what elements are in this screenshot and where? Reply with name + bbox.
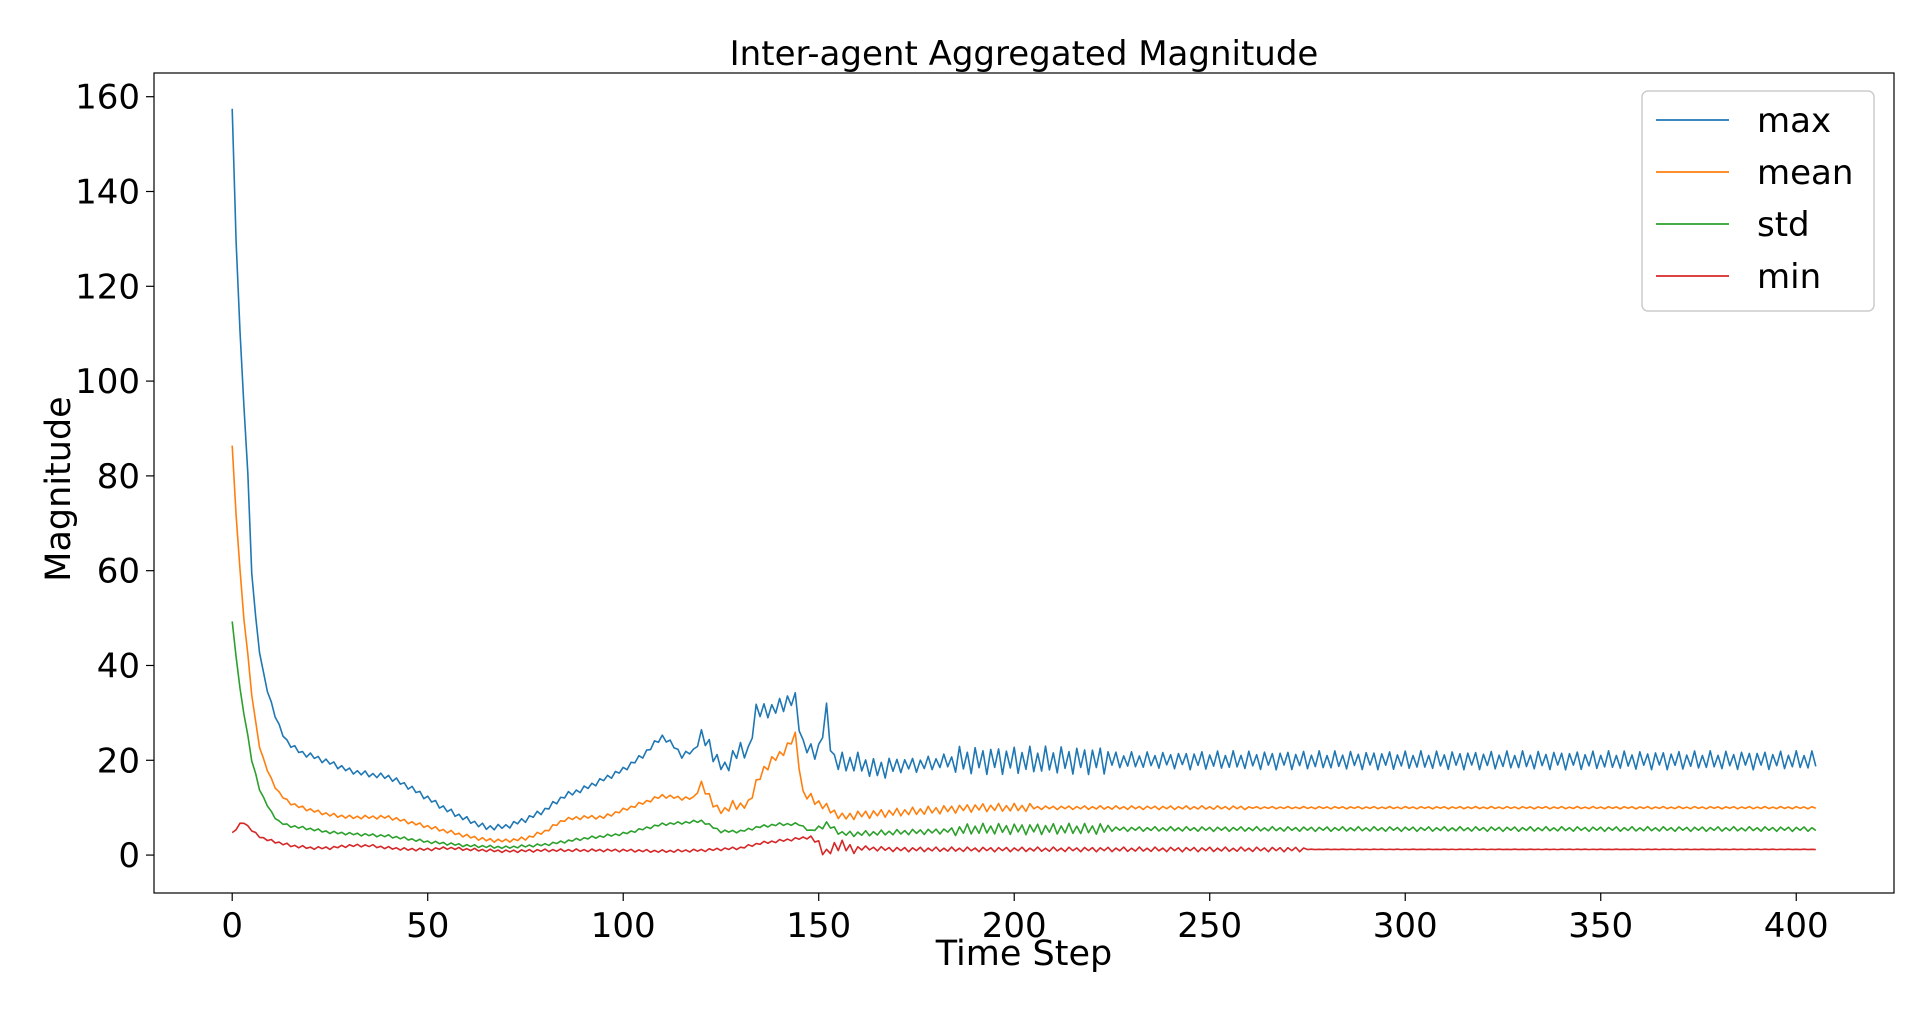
series-line-max	[231, 108, 1817, 831]
y-tick-label: 80	[97, 457, 140, 497]
x-tick-label: 0	[221, 906, 243, 946]
x-tick-label: 100	[591, 906, 656, 946]
legend-box	[1641, 90, 1875, 312]
series-line-min	[231, 822, 1816, 856]
x-axis-label: Time Step	[935, 934, 1112, 974]
x-tick-label: 400	[1764, 906, 1829, 946]
y-axis-label: Magnitude	[39, 396, 79, 581]
legend-label-min: min	[1757, 257, 1821, 297]
series-line-std	[231, 621, 1817, 850]
series-lines	[231, 108, 1817, 856]
legend-label-max: max	[1757, 101, 1831, 141]
plot-area-frame	[153, 72, 1895, 894]
x-tick-label: 200	[982, 906, 1047, 946]
x-tick-label: 50	[406, 906, 449, 946]
x-tick-label: 350	[1568, 906, 1633, 946]
x-tick-label: 250	[1177, 906, 1242, 946]
y-tick-label: 160	[75, 78, 140, 118]
y-tick-label: 60	[97, 552, 140, 592]
y-tick-label: 40	[97, 646, 140, 686]
y-tick-label: 20	[97, 741, 140, 781]
series-line-mean	[231, 445, 1817, 843]
y-tick-label: 100	[75, 362, 140, 402]
x-tick-label: 150	[786, 906, 851, 946]
legend-label-mean: mean	[1757, 153, 1853, 193]
axis-ticks: 0 50 100 150 200 250 300 350 400 0 20 40 60 80 100 120 1…	[75, 78, 1829, 946]
chart-title: Inter-agent Aggregated Magnitude	[730, 34, 1319, 74]
legend-label-std: std	[1757, 205, 1810, 245]
y-tick-label: 0	[118, 836, 140, 876]
x-tick-label: 300	[1373, 906, 1438, 946]
legend: max mean std min	[1641, 90, 1875, 312]
y-tick-label: 140	[75, 172, 140, 212]
y-tick-label: 120	[75, 267, 140, 307]
